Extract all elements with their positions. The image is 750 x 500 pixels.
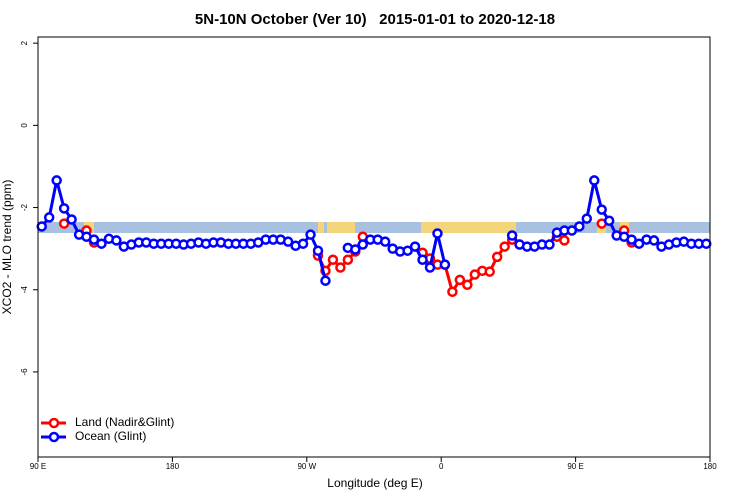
data-point (320, 275, 331, 286)
land-strip (421, 222, 516, 233)
data-point (574, 221, 585, 232)
data-point (58, 218, 70, 229)
y-tick-label: -4 (20, 286, 29, 294)
data-point (282, 236, 294, 247)
y-tick-label: 0 (20, 123, 29, 128)
data-point (462, 279, 473, 291)
data-point (402, 245, 413, 256)
data-point (111, 235, 122, 246)
data-point (357, 239, 369, 250)
x-tick-label: 90 W (297, 462, 316, 471)
y-tick-label: -6 (20, 368, 29, 376)
ocean-strip (38, 222, 710, 233)
data-point (36, 221, 47, 232)
data-point (327, 254, 339, 265)
data-point (701, 238, 712, 249)
data-point (589, 175, 600, 186)
data-point (439, 259, 451, 270)
data-point (297, 238, 309, 249)
land-strip (327, 222, 355, 233)
data-point (626, 234, 637, 245)
chart-title: 5N-10N October (Ver 10) 2015-01-01 to 20… (195, 11, 555, 28)
data-point (96, 238, 107, 249)
data-point (51, 175, 62, 186)
data-point (335, 262, 346, 273)
y-tick-label: 2 (20, 40, 29, 45)
land-strip (318, 222, 324, 233)
legend-marker (48, 417, 60, 429)
data-point (312, 245, 324, 256)
x-tick-label: 90 E (30, 462, 46, 471)
x-axis-label: Longitude (deg E) (327, 476, 422, 490)
data-point (499, 241, 510, 252)
legend-label: Land (Nadir&Glint) (75, 415, 174, 429)
data-point (342, 254, 354, 265)
data-point (544, 239, 555, 250)
data-point (566, 225, 578, 236)
data-point (424, 262, 436, 273)
data-point (603, 215, 615, 226)
data-point (43, 212, 55, 223)
data-point (305, 229, 316, 240)
data-point (559, 235, 570, 246)
plot-frame (37, 36, 711, 458)
data-point (88, 234, 100, 245)
x-tick-label: 180 (166, 462, 180, 471)
data-point (596, 204, 607, 215)
y-axis-label: XCO2 - MLO trend (ppm) (0, 180, 14, 315)
data-point (491, 251, 503, 263)
data-point (409, 241, 421, 252)
legend-marker (48, 431, 60, 443)
data-point (447, 286, 458, 298)
data-point (506, 230, 518, 241)
x-tick-label: 0 (439, 462, 444, 471)
plot-area (36, 175, 712, 298)
data-point (454, 274, 466, 286)
data-point (581, 213, 593, 224)
data-point (350, 244, 361, 255)
data-point (58, 203, 70, 214)
legend: Land (Nadir&Glint) Ocean (Glint) (41, 415, 174, 443)
data-point (432, 228, 443, 239)
data-point (417, 254, 428, 265)
data-point (379, 236, 391, 247)
data-point (66, 214, 77, 225)
x-tick-label: 90 E (567, 462, 583, 471)
data-point (648, 235, 660, 246)
data-point (484, 266, 495, 277)
x-tick-label: 180 (703, 462, 717, 471)
legend-label: Ocean (Glint) (75, 429, 146, 443)
data-point (633, 238, 645, 249)
y-tick-label: -2 (20, 203, 29, 211)
